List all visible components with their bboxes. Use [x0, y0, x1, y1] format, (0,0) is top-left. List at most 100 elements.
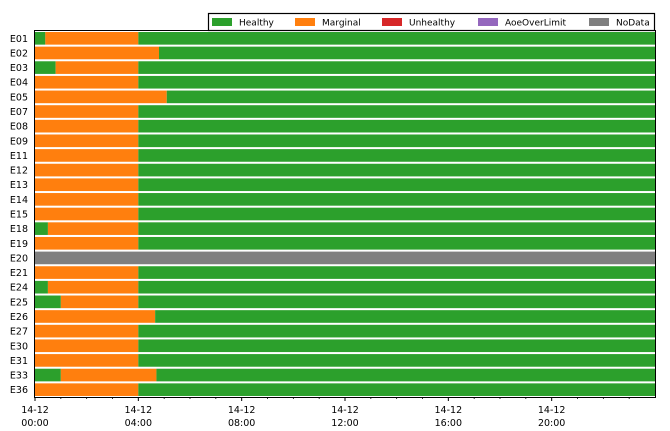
x-tick-label-date: 14-12 [538, 405, 566, 416]
segment-e19-healthy [138, 236, 656, 250]
segment-e14-marginal [35, 193, 139, 206]
segment-e07-marginal [35, 105, 139, 118]
row-e21 [35, 266, 656, 279]
segment-e12-marginal [35, 163, 139, 177]
y-tick-label: E08 [10, 122, 28, 133]
row-e05 [35, 90, 655, 104]
segment-e05-healthy [166, 90, 655, 104]
y-tick-label: E26 [10, 312, 28, 323]
segment-e04-healthy [138, 75, 656, 89]
y-tick-label: E04 [10, 78, 28, 89]
segment-e04-marginal [35, 75, 139, 89]
segment-e09-marginal [35, 134, 139, 148]
x-tick-label-time: 04:00 [125, 418, 152, 429]
row-e26 [35, 310, 655, 323]
segment-e15-healthy [138, 207, 656, 221]
segment-e24-marginal [47, 280, 139, 294]
row-e24 [35, 280, 656, 294]
segment-e30-healthy [138, 339, 656, 353]
segment-e11-marginal [35, 149, 139, 162]
segment-e01-healthy [35, 32, 46, 45]
segment-e27-marginal [35, 324, 139, 338]
x-tick-label-time: 16:00 [435, 418, 462, 429]
segment-e33-marginal [60, 368, 157, 382]
legend-label-nodata: NoData [616, 19, 650, 29]
legend-swatch-unhealthy [382, 18, 402, 26]
segment-e21-marginal [35, 266, 139, 279]
segment-e08-healthy [138, 119, 656, 133]
y-axis-labels: E01 E02 E03 E04 E05 E07 E08 E09 E11 E12 E13 E14 E15 E… [10, 34, 28, 396]
segment-e01-marginal [45, 32, 139, 45]
row-e31 [35, 354, 656, 367]
y-tick-label: E30 [10, 341, 28, 352]
y-tick-label: E09 [10, 136, 28, 147]
row-e03 [35, 61, 656, 74]
legend-swatch-marginal [295, 18, 315, 26]
y-tick-label: E15 [10, 210, 28, 221]
segment-e18-healthy [138, 222, 656, 235]
segment-e03-healthy [35, 61, 56, 74]
legend-swatch-aoeoverlimit [478, 18, 498, 26]
y-tick-label: E01 [10, 34, 28, 45]
segment-e07-healthy [138, 105, 656, 118]
row-e12 [35, 163, 656, 177]
segment-e03-healthy [138, 61, 656, 74]
y-tick-label: E02 [10, 48, 28, 59]
x-tick-label-time: 12:00 [331, 418, 358, 429]
row-e01 [35, 32, 656, 45]
segment-e36-healthy [138, 383, 656, 396]
segment-e20-nodata [35, 251, 655, 265]
y-tick-label: E03 [10, 63, 28, 74]
x-tick-label-date: 14-12 [125, 405, 153, 416]
row-e04 [35, 75, 656, 89]
row-e11 [35, 149, 656, 162]
x-tick-label-date: 14-12 [331, 405, 359, 416]
segment-e31-marginal [35, 354, 139, 367]
row-e30 [35, 339, 656, 353]
segment-e03-marginal [55, 61, 139, 74]
segment-e19-marginal [35, 236, 139, 250]
x-tick-label-date: 14-12 [21, 405, 49, 416]
row-e02 [35, 46, 655, 60]
row-e14 [35, 193, 656, 206]
row-e25 [35, 295, 656, 309]
legend-label-aoeoverlimit: AoeOverLimit [505, 19, 566, 29]
segment-e01-healthy [138, 32, 656, 45]
x-axis: 14-12 00:00 14-12 04:00 14-12 08:00 14-12 12:00… [21, 397, 630, 429]
y-tick-label: E11 [10, 151, 28, 162]
segment-e27-healthy [138, 324, 656, 338]
row-e15 [35, 207, 656, 221]
segment-e31-healthy [138, 354, 656, 367]
segment-e18-healthy [35, 222, 48, 235]
segment-e33-healthy [35, 368, 61, 382]
y-tick-label: E31 [10, 356, 28, 367]
segment-e26-healthy [155, 310, 655, 323]
segment-e13-healthy [138, 178, 656, 192]
row-e36 [35, 383, 656, 396]
row-e13 [35, 178, 656, 192]
y-tick-label: E07 [10, 107, 28, 118]
y-tick-label: E24 [10, 283, 28, 294]
y-tick-label: E18 [10, 224, 28, 235]
segment-e33-healthy [156, 368, 655, 382]
segment-e12-healthy [138, 163, 656, 177]
legend-swatch-nodata [589, 18, 609, 26]
segment-e11-healthy [138, 149, 656, 162]
legend-label-healthy: Healthy [239, 19, 275, 29]
row-e19 [35, 236, 656, 250]
segment-e21-healthy [138, 266, 656, 279]
row-e08 [35, 119, 656, 133]
segment-e08-marginal [35, 119, 139, 133]
segment-e15-marginal [35, 207, 139, 221]
row-e27 [35, 324, 656, 338]
y-tick-label: E36 [10, 385, 28, 396]
y-tick-label: E13 [10, 180, 28, 191]
legend-swatch-healthy [212, 18, 232, 26]
y-tick-label: E14 [10, 195, 28, 206]
segment-e26-marginal [35, 310, 156, 323]
row-e07 [35, 105, 656, 118]
timeline-rows [35, 32, 656, 396]
segment-e24-healthy [35, 280, 48, 294]
legend-box [207, 12, 656, 32]
